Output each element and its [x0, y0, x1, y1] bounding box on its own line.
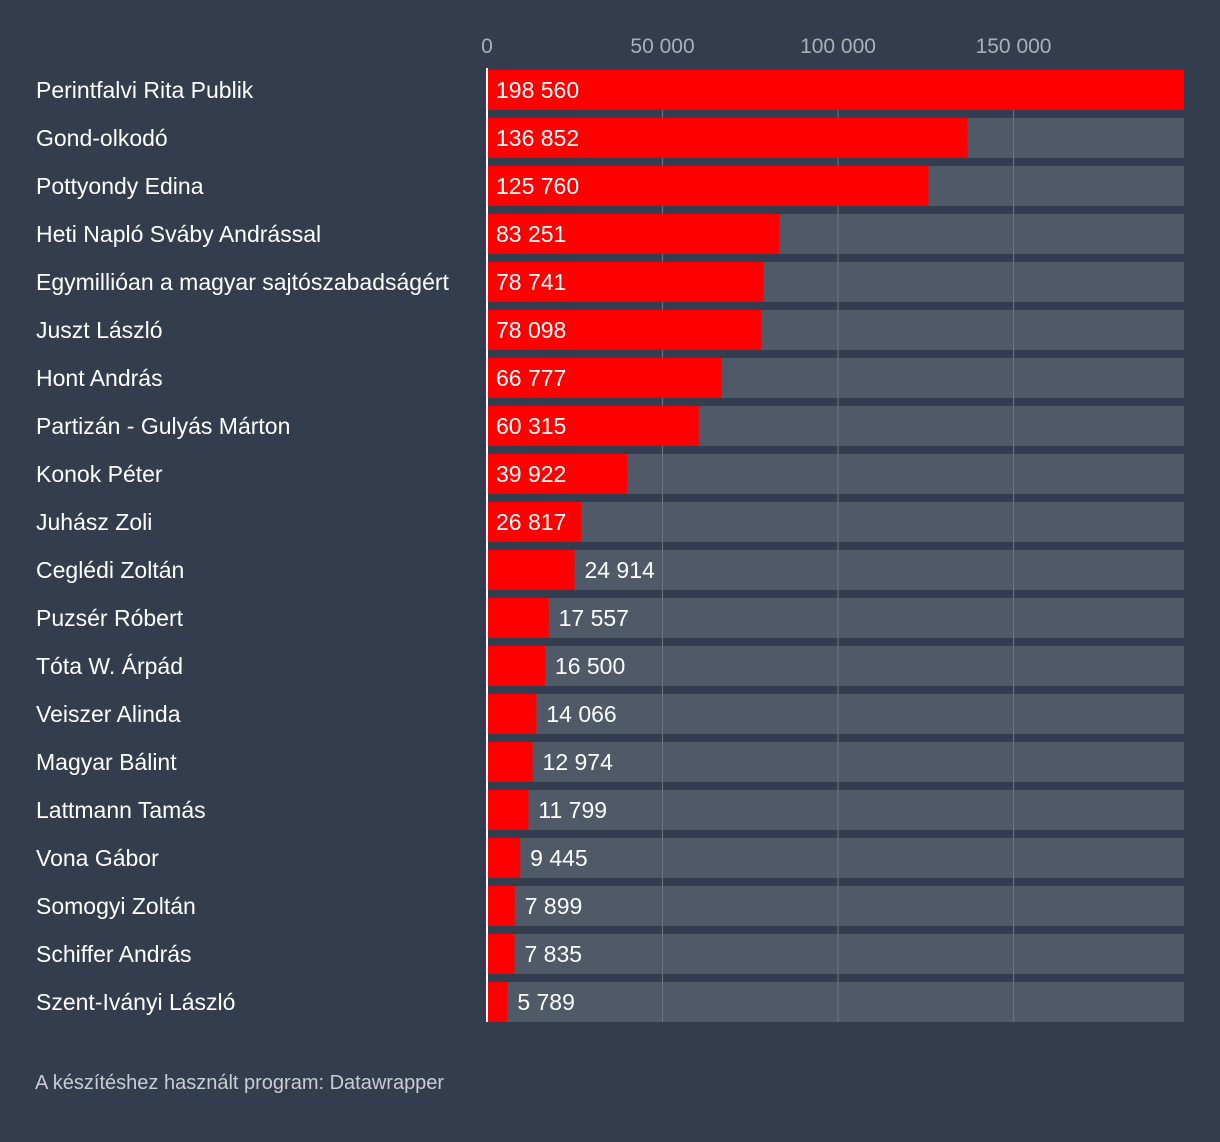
- value-label: 125 760: [496, 173, 579, 199]
- category-label: Partizán - Gulyás Márton: [36, 413, 290, 439]
- category-label: Puzsér Róbert: [36, 605, 184, 631]
- bar: [487, 790, 529, 830]
- value-label: 136 852: [496, 125, 579, 151]
- value-label: 78 098: [496, 317, 566, 343]
- bar-chart: 0 50 000 100 000 150 000 Perintfalvi Rita Pu…: [36, 35, 1184, 1022]
- category-label: Egymillióan a magyar sajtószabadságért: [36, 269, 450, 295]
- value-label: 16 500: [555, 653, 625, 679]
- value-label: 12 974: [543, 749, 614, 775]
- bar-track: [487, 790, 1184, 830]
- bar-track: [487, 742, 1184, 782]
- category-label: Schiffer András: [36, 941, 192, 967]
- value-label: 11 799: [538, 797, 607, 823]
- category-label: Szent-Iványi László: [36, 989, 235, 1015]
- bar: [487, 886, 515, 926]
- value-label: 83 251: [496, 221, 566, 247]
- bar: [487, 70, 1184, 110]
- bar: [487, 550, 575, 590]
- category-label: Somogyi Zoltán: [36, 893, 196, 919]
- category-label: Lattmann Tamás: [36, 797, 206, 823]
- category-label: Tóta W. Árpád: [36, 653, 183, 679]
- category-label: Ceglédi Zoltán: [36, 557, 184, 583]
- x-tick-label: 50 000: [630, 35, 694, 58]
- value-label: 7 899: [525, 893, 583, 919]
- x-tick-label: 150 000: [976, 35, 1052, 58]
- bar: [487, 358, 722, 398]
- bar-track: [487, 550, 1184, 590]
- x-tick-label: 0: [481, 35, 493, 58]
- value-label: 60 315: [496, 413, 566, 439]
- bar: [487, 118, 968, 158]
- category-label: Heti Napló Sváby Andrással: [36, 221, 321, 247]
- value-label: 24 914: [584, 557, 655, 583]
- bar: [487, 166, 929, 206]
- bar-track: [487, 886, 1184, 926]
- bar: [487, 934, 515, 974]
- bar-track: [487, 694, 1184, 734]
- bar: [487, 502, 582, 542]
- category-label: Veiszer Alinda: [36, 701, 181, 727]
- category-label: Konok Péter: [36, 461, 163, 487]
- category-label: Juhász Zoli: [36, 509, 152, 535]
- bar-track: [487, 646, 1184, 686]
- category-label: Hont András: [36, 365, 163, 391]
- bar: [487, 310, 762, 350]
- value-label: 9 445: [530, 845, 588, 871]
- bar: [487, 646, 545, 686]
- x-tick-label: 100 000: [800, 35, 876, 58]
- value-label: 198 560: [496, 77, 579, 103]
- category-label: Gond-olkodó: [36, 125, 168, 151]
- bar-track: [487, 982, 1184, 1022]
- bar: [487, 262, 764, 302]
- bar: [487, 214, 780, 254]
- value-label: 17 557: [559, 605, 629, 631]
- bar: [487, 838, 521, 878]
- bar: [487, 742, 533, 782]
- category-label: Juszt László: [36, 317, 163, 343]
- bar-chart-svg: 0 50 000 100 000 150 000 Perintfalvi Rita Pu…: [36, 35, 1184, 1022]
- bar: [487, 454, 628, 494]
- bar: [487, 406, 699, 446]
- bar-track: [487, 598, 1184, 638]
- category-label: Vona Gábor: [36, 845, 159, 871]
- bar-track: [487, 502, 1184, 542]
- bar-track: [487, 838, 1184, 878]
- value-label: 7 835: [525, 941, 583, 967]
- category-label: Pottyondy Edina: [36, 173, 204, 199]
- bar: [487, 598, 549, 638]
- value-label: 14 066: [546, 701, 616, 727]
- bar: [487, 982, 508, 1022]
- bar-track: [487, 934, 1184, 974]
- value-label: 26 817: [496, 509, 566, 535]
- bar: [487, 694, 537, 734]
- value-label: 78 741: [496, 269, 566, 295]
- category-label: Magyar Bálint: [36, 749, 177, 775]
- value-label: 39 922: [496, 461, 566, 487]
- category-label: Perintfalvi Rita Publik: [36, 77, 254, 103]
- source-credit: A készítéshez használt program: Datawrap…: [35, 1072, 445, 1094]
- value-label: 66 777: [496, 365, 566, 391]
- value-label: 5 789: [517, 989, 575, 1015]
